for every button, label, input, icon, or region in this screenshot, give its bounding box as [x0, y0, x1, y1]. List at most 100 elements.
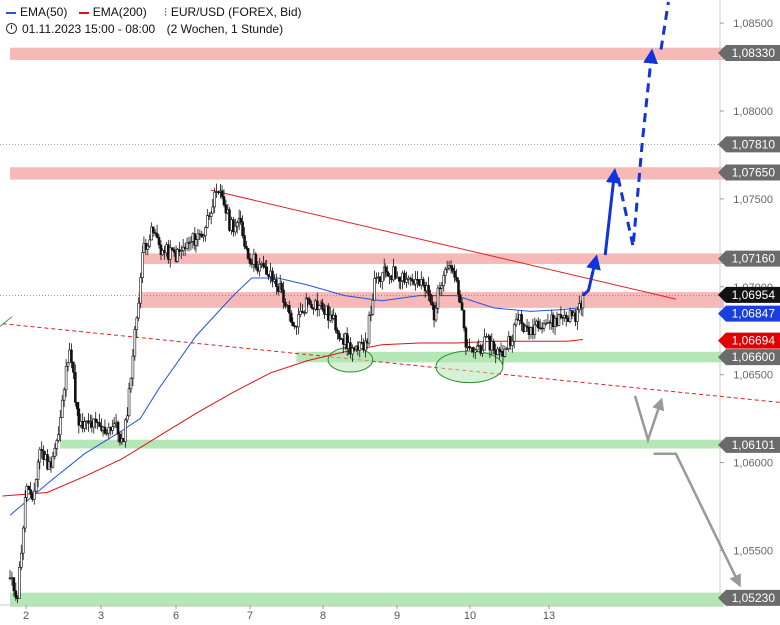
candle-body [429, 293, 432, 303]
candle-body [568, 310, 572, 322]
candle-body [202, 235, 205, 238]
candle-body [133, 329, 137, 357]
candle-body [505, 348, 509, 350]
x-tick-label: 9 [394, 610, 400, 622]
candle-body [282, 289, 285, 303]
level-price-badge: 1,06600 [718, 349, 780, 366]
support-zone [10, 592, 724, 607]
candle-body [421, 278, 425, 286]
level-price-badge: 1,07810 [718, 136, 780, 153]
candle-body [334, 315, 337, 331]
candle-body [211, 206, 215, 214]
candle-body [209, 212, 213, 217]
price-badge-shape [718, 589, 780, 606]
candle-body [27, 485, 30, 491]
candle-body [57, 434, 60, 441]
candle-body [310, 303, 313, 308]
candle-body [559, 314, 563, 318]
price-badge-label: 1,08330 [732, 46, 776, 60]
candle-body [111, 426, 114, 431]
clock-icon [6, 23, 17, 34]
candle-body [75, 401, 79, 410]
candle-body [384, 266, 388, 273]
y-tick-label: 1,08000 [733, 106, 773, 118]
ema50-line [9, 277, 580, 516]
candle-body [170, 247, 174, 250]
candle-body [453, 270, 456, 278]
level-price-badge: 1,08330 [718, 44, 780, 61]
candle-body [25, 485, 29, 498]
bullish-scenario-arrow [659, 1, 670, 50]
candle-body [308, 299, 311, 305]
candle-body [224, 204, 228, 214]
candle-body [458, 294, 462, 304]
symbol-label: EUR/USD (FOREX, Bid) [170, 5, 302, 19]
candle-body [533, 324, 537, 335]
candle-body [289, 312, 293, 323]
level-price-badge: 1,07650 [718, 164, 780, 181]
candle-body [141, 252, 144, 279]
candle-body [479, 345, 482, 354]
candle-body [139, 277, 142, 304]
candle-body [544, 322, 548, 325]
candle-body [157, 237, 161, 246]
candle-body [126, 415, 129, 421]
candle-body [118, 433, 122, 443]
candle-body [14, 590, 18, 598]
candle-body [371, 299, 375, 315]
price-badge-label: 1,06954 [732, 288, 776, 302]
price-badge-shape [718, 436, 780, 453]
candle-body [524, 325, 527, 332]
price-badge-label: 1,05230 [732, 591, 776, 605]
candle-body [168, 247, 172, 260]
candle-body [403, 272, 406, 283]
candle-body [64, 365, 68, 391]
candle-body [146, 245, 150, 250]
candle-body [473, 349, 477, 353]
candle-body [159, 244, 163, 256]
candle-body [287, 305, 291, 314]
candle-body [481, 349, 484, 354]
candle-body [213, 191, 216, 208]
candle-body [576, 309, 579, 322]
candle-body [317, 305, 321, 310]
candle-body [475, 345, 479, 351]
price-badge-label: 1,06694 [732, 334, 776, 348]
candle-body [20, 552, 23, 568]
bullish-scenario-arrow [581, 254, 601, 297]
candle-body [60, 399, 64, 418]
candle-body [241, 221, 244, 236]
candle-body [34, 479, 38, 492]
ema200-line [2, 339, 583, 497]
candle-body [129, 377, 133, 390]
candle-body [386, 271, 389, 277]
candle-body [135, 317, 139, 330]
candle-body [525, 325, 529, 328]
ema-stub-line [0, 316, 13, 327]
candle-body [222, 196, 226, 206]
support-zone [60, 439, 725, 449]
candle-body [153, 232, 157, 234]
candle-body [254, 253, 258, 269]
candle-body [336, 329, 339, 334]
candle-body [116, 421, 120, 435]
price-badge-shape [718, 286, 780, 303]
candle-body [103, 426, 107, 434]
candle-body [112, 423, 116, 428]
bearish-scenario-arrow [633, 395, 665, 444]
candle-body [55, 440, 59, 449]
candle-body [297, 314, 300, 328]
price-badge-shape [718, 332, 780, 349]
candle-body [351, 347, 354, 355]
candle-body [460, 302, 464, 311]
candle-body [338, 333, 341, 340]
candle-body [150, 226, 153, 241]
candle-body [83, 421, 86, 429]
candle-body [451, 267, 454, 272]
price-badge-label: 1,06101 [732, 438, 776, 452]
candle-body [449, 265, 453, 269]
y-tick-label: 1,07500 [733, 194, 773, 206]
candle-body [32, 490, 36, 500]
candle-body [434, 308, 438, 321]
